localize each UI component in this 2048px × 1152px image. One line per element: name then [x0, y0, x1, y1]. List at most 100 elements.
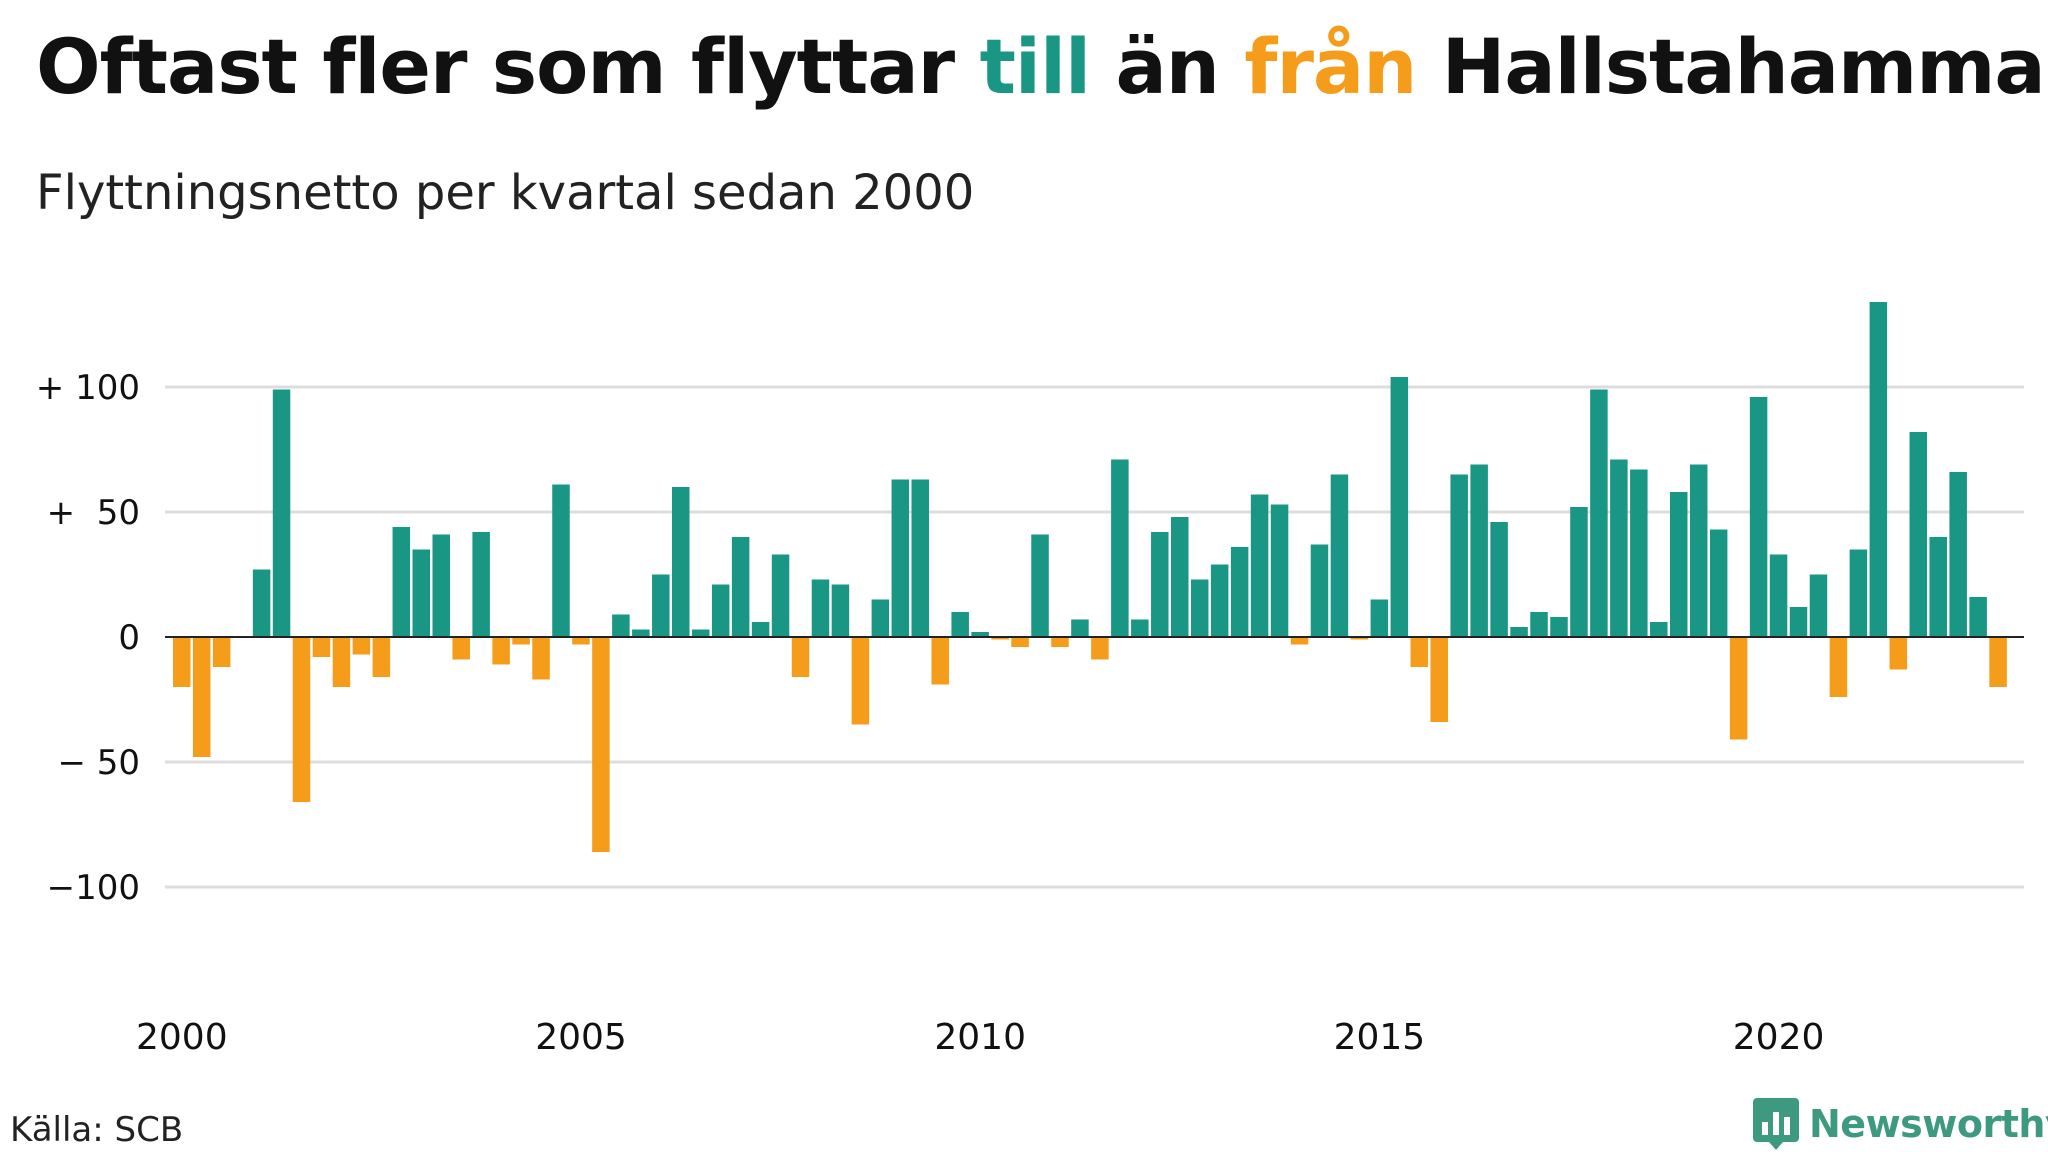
bar-chart: + 100 + 50 0 − 50 −100 2000 2005 2010 2015 2020	[36, 302, 2024, 1058]
bar-positive	[891, 479, 910, 637]
title-word-fran: från	[1244, 22, 1417, 111]
bar-positive	[1490, 522, 1508, 637]
chart-subtitle: Flyttningsnetto per kvartal sedan 2000	[36, 165, 975, 221]
y-tick-label: − 50	[57, 743, 140, 783]
bar-positive	[731, 537, 750, 637]
bar-positive	[831, 584, 850, 637]
bar-negative	[372, 637, 391, 677]
bar-positive	[1949, 472, 1967, 637]
bar-positive	[1071, 619, 1089, 637]
bar-positive	[672, 487, 690, 637]
y-tick-label: −100	[47, 868, 140, 908]
bar-negative	[931, 637, 949, 685]
bar-positive	[1809, 574, 1828, 637]
bar-negative	[1989, 637, 2007, 687]
bar-negative	[173, 637, 191, 687]
bar-positive	[1310, 544, 1329, 637]
bar-positive	[1769, 554, 1788, 637]
x-tick-label: 2020	[1733, 1017, 1825, 1058]
bar-positive	[1190, 579, 1209, 637]
y-tick-label: 0	[118, 618, 140, 658]
bar-positive	[911, 479, 930, 637]
x-tick-label: 2005	[535, 1017, 627, 1058]
bar-positive	[252, 569, 271, 637]
logo-text: Newsworthy	[1809, 1102, 2048, 1146]
bar-negative	[1430, 637, 1448, 722]
bar-negative	[572, 637, 590, 645]
bar-positive	[1610, 459, 1628, 637]
bar-positive	[1151, 532, 1169, 637]
bar-positive	[612, 614, 630, 637]
bar-negative	[1091, 637, 1109, 660]
bar-positive	[1530, 612, 1548, 637]
bar-positive	[1171, 517, 1189, 637]
bar-negative	[791, 637, 810, 677]
title-part-1: Oftast fler som flyttar	[36, 22, 955, 111]
bar-chart-badge-icon	[1753, 1098, 1799, 1150]
bar-positive	[1749, 397, 1768, 637]
y-tick-label: + 100	[36, 368, 140, 408]
bar-positive	[1670, 492, 1688, 637]
bar-positive	[971, 632, 989, 637]
bar-positive	[771, 554, 790, 637]
bar-negative	[292, 637, 311, 802]
bar-negative	[1729, 637, 1748, 740]
bar-positive	[1470, 464, 1488, 637]
bar-positive	[1510, 627, 1528, 637]
x-tick-label: 2015	[1334, 1017, 1426, 1058]
newsworthy-logo: Newsworthy	[1753, 1098, 2048, 1150]
bar-positive	[632, 629, 650, 637]
bar-positive	[951, 612, 969, 637]
bar-positive	[1590, 389, 1608, 637]
bar-positive	[432, 534, 450, 637]
bar-positive	[1270, 504, 1289, 637]
bar-negative	[1829, 637, 1848, 697]
bar-negative	[492, 637, 510, 665]
title-part-2: än	[1115, 22, 1220, 111]
bar-negative	[352, 637, 371, 655]
bar-positive	[1869, 302, 1888, 637]
bar-positive	[1031, 534, 1049, 637]
bar-positive	[1330, 474, 1349, 637]
bar-positive	[1650, 622, 1668, 637]
bar-negative	[1011, 637, 1029, 647]
bar-positive	[1849, 549, 1868, 637]
bar-negative	[991, 637, 1009, 640]
x-tick-label: 2010	[934, 1017, 1026, 1058]
bar-negative	[1350, 637, 1369, 640]
source-note: Källa: SCB	[10, 1110, 184, 1150]
bar-positive	[1230, 547, 1249, 637]
bar-positive	[1570, 507, 1588, 637]
bar-positive	[751, 622, 770, 637]
bar-positive	[811, 579, 830, 637]
bar-positive	[1370, 599, 1389, 637]
bar-negative	[452, 637, 470, 660]
bar-positive	[1789, 607, 1808, 637]
bar-negative	[592, 637, 610, 852]
bar-positive	[472, 532, 490, 637]
bar-positive	[552, 484, 570, 637]
bar-positive	[272, 389, 291, 637]
bar-positive	[1390, 377, 1409, 637]
bar-positive	[1929, 537, 1947, 637]
bar-positive	[1630, 469, 1648, 637]
title-word-till: till	[979, 22, 1091, 111]
title-part-3: Hallstahammar	[1441, 22, 2048, 111]
bar-positive	[711, 584, 730, 637]
bar-positive	[1210, 564, 1229, 637]
bar-positive	[1689, 464, 1708, 637]
bar-positive	[1709, 529, 1728, 637]
bar-positive	[652, 574, 670, 637]
bar-positive	[1550, 617, 1568, 637]
bar-negative	[332, 637, 351, 687]
bar-negative	[212, 637, 231, 667]
bar-positive	[871, 599, 890, 637]
bar-negative	[512, 637, 530, 645]
bar-negative	[1290, 637, 1309, 645]
bar-positive	[691, 629, 710, 637]
bar-negative	[532, 637, 550, 680]
y-tick-label: + 50	[47, 493, 140, 533]
bar-negative	[1051, 637, 1069, 647]
bar-negative	[1410, 637, 1429, 667]
chart-title: Oftast fler som flyttar till än från Hal…	[36, 22, 2048, 111]
